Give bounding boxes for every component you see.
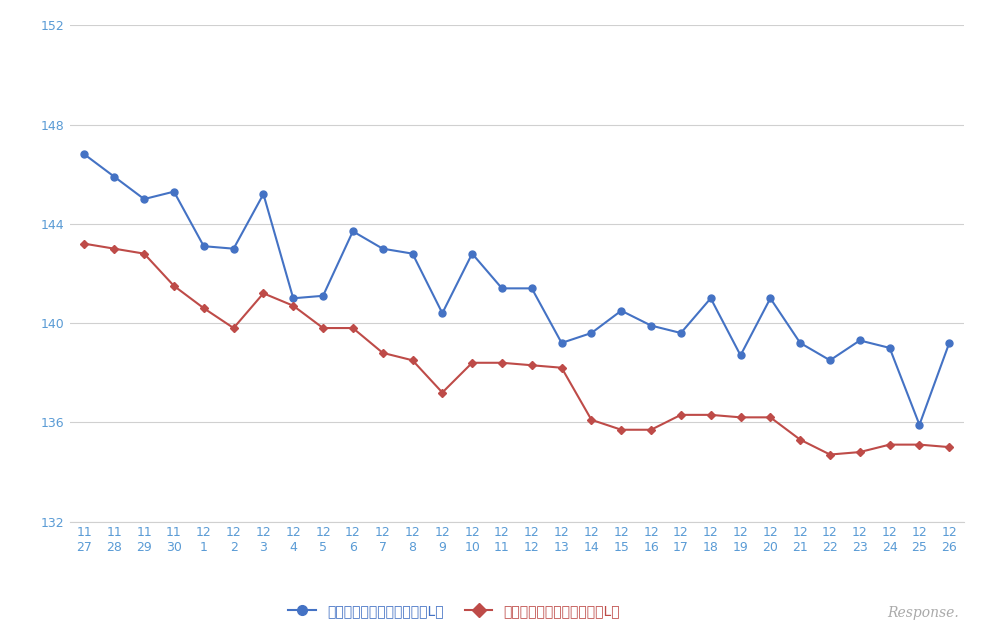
レギュラー実売価格（円／L） (347, 324, 359, 332)
レギュラー実売価格（円／L） (675, 411, 687, 418)
レギュラー実売価格（円／L） (615, 426, 627, 434)
レギュラー実売価格（円／L） (436, 389, 448, 396)
レギュラー実売価格（円／L） (257, 289, 269, 297)
レギュラー看板価格（円／L） (735, 352, 746, 359)
レギュラー実売価格（円／L） (228, 324, 240, 332)
レギュラー看板価格（円／L） (466, 250, 478, 258)
レギュラー看板価格（円／L） (794, 339, 806, 347)
レギュラー実売価格（円／L） (943, 443, 955, 451)
レギュラー実売価格（円／L） (764, 413, 776, 421)
レギュラー実売価格（円／L） (407, 356, 418, 364)
レギュラー看板価格（円／L） (436, 309, 448, 317)
レギュラー実売価格（円／L） (824, 451, 836, 459)
レギュラー実売価格（円／L） (884, 441, 896, 448)
レギュラー看板価格（円／L） (496, 284, 508, 292)
レギュラー看板価格（円／L） (317, 292, 329, 300)
レギュラー実売価格（円／L） (645, 426, 657, 434)
レギュラー実売価格（円／L） (108, 245, 120, 252)
レギュラー看板価格（円／L） (824, 356, 836, 364)
Text: Response.: Response. (888, 606, 959, 620)
レギュラー実売価格（円／L） (317, 324, 329, 332)
レギュラー看板価格（円／L） (257, 190, 269, 198)
レギュラー看板価格（円／L） (943, 339, 955, 347)
レギュラー看板価格（円／L） (854, 336, 866, 344)
レギュラー実売価格（円／L） (556, 364, 568, 371)
レギュラー看板価格（円／L） (377, 245, 389, 252)
レギュラー看板価格（円／L） (705, 294, 717, 302)
レギュラー看板価格（円／L） (168, 188, 180, 195)
レギュラー実売価格（円／L） (854, 448, 866, 456)
レギュラー看板価格（円／L） (556, 339, 568, 347)
レギュラー実売価格（円／L） (377, 349, 389, 357)
Line: レギュラー実売価格（円／L）: レギュラー実売価格（円／L） (82, 241, 952, 457)
レギュラー実売価格（円／L） (794, 436, 806, 443)
レギュラー看板価格（円／L） (108, 173, 120, 181)
レギュラー看板価格（円／L） (287, 294, 299, 302)
レギュラー看板価格（円／L） (884, 344, 896, 352)
レギュラー実売価格（円／L） (138, 250, 150, 258)
レギュラー看板価格（円／L） (138, 195, 150, 203)
レギュラー実売価格（円／L） (585, 416, 597, 424)
レギュラー実売価格（円／L） (198, 305, 210, 312)
レギュラー実売価格（円／L） (705, 411, 717, 418)
レギュラー実売価格（円／L） (735, 413, 746, 421)
レギュラー実売価格（円／L） (168, 282, 180, 290)
Legend: レギュラー看板価格（円／L）, レギュラー実売価格（円／L）: レギュラー看板価格（円／L）, レギュラー実売価格（円／L） (282, 598, 626, 624)
レギュラー看板価格（円／L） (79, 151, 90, 158)
レギュラー看板価格（円／L） (407, 250, 418, 258)
レギュラー実売価格（円／L） (466, 359, 478, 366)
レギュラー看板価格（円／L） (913, 421, 925, 429)
レギュラー実売価格（円／L） (79, 240, 90, 247)
レギュラー看板価格（円／L） (585, 329, 597, 337)
レギュラー実売価格（円／L） (526, 361, 538, 369)
レギュラー看板価格（円／L） (615, 307, 627, 314)
レギュラー看板価格（円／L） (198, 242, 210, 250)
レギュラー看板価格（円／L） (764, 294, 776, 302)
レギュラー実売価格（円／L） (496, 359, 508, 366)
レギュラー実売価格（円／L） (913, 441, 925, 448)
レギュラー看板価格（円／L） (228, 245, 240, 252)
Line: レギュラー看板価格（円／L）: レギュラー看板価格（円／L） (82, 151, 952, 428)
レギュラー看板価格（円／L） (675, 329, 687, 337)
レギュラー看板価格（円／L） (645, 322, 657, 329)
レギュラー看板価格（円／L） (347, 228, 359, 235)
レギュラー実売価格（円／L） (287, 302, 299, 310)
レギュラー看板価格（円／L） (526, 284, 538, 292)
